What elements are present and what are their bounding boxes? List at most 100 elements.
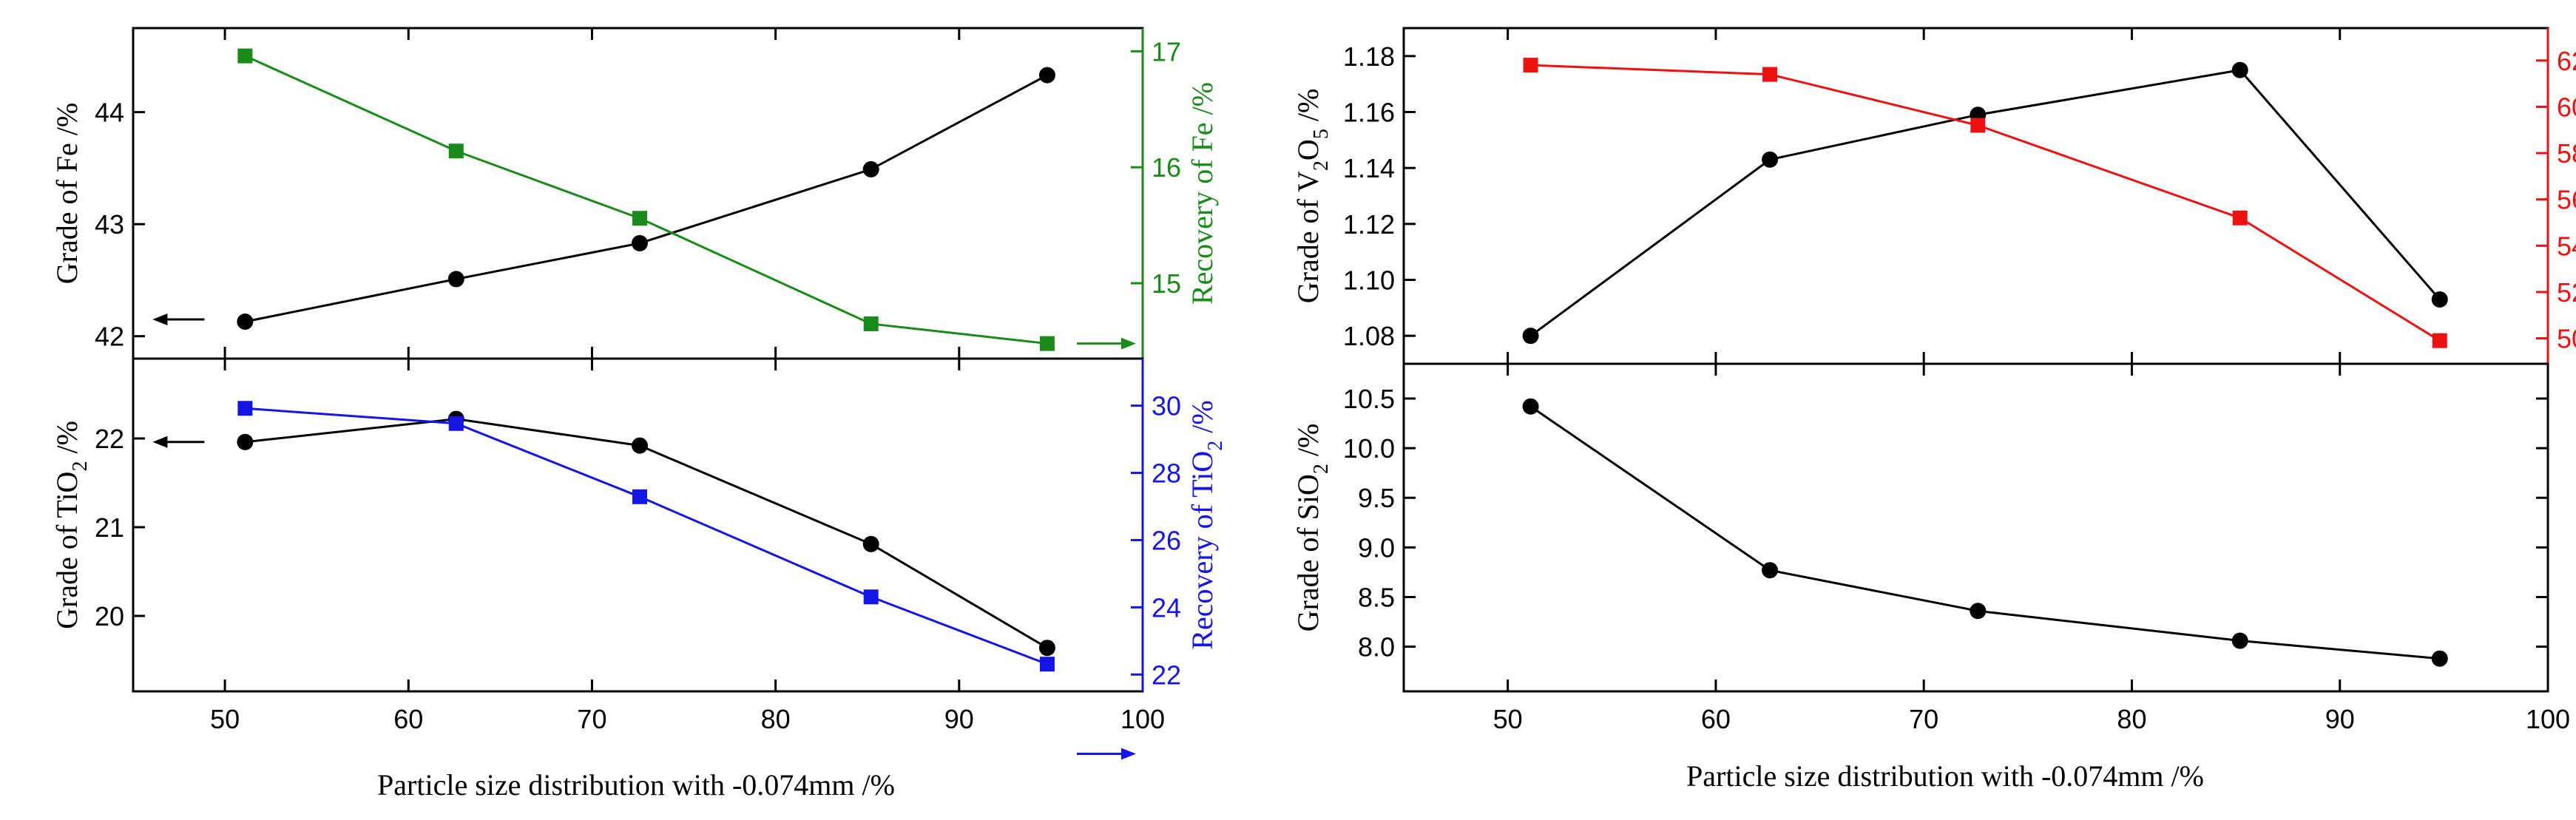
tio2-right-series-point — [632, 489, 647, 504]
fe-right-series-point — [237, 48, 253, 64]
v2o5-left-axis-label-part-0: Grade of V — [1291, 171, 1325, 303]
v2o5-left-axis-label-part-2: O — [1291, 139, 1325, 160]
v2o5-plot-frame — [1402, 27, 2549, 365]
tio2-left-tick-label: 21 — [95, 512, 124, 543]
fe-left-series-point — [862, 160, 879, 177]
fe-right-axis-arrowhead — [1120, 337, 1136, 350]
v2o5-left-axis-label-part-3: 5 — [1310, 129, 1333, 139]
fe-right-series-line — [244, 55, 1048, 345]
v2o5-right-tick-label: 58 — [2557, 138, 2576, 169]
tio2-x-tick-label: 80 — [761, 704, 791, 734]
v2o5-right-tick-label: 50 — [2557, 324, 2576, 354]
sio2-left-series-point — [1762, 562, 1779, 579]
tio2-left-series-point — [1038, 640, 1055, 657]
sio2-left-series-point — [1522, 398, 1539, 415]
sio2-x-tick-label: 60 — [1701, 704, 1731, 734]
tio2-right-tick-label: 22 — [1152, 660, 1181, 690]
sio2-chart-panel: 50 60 70 80 90 100 8.0 8.5 9.0 9.5 10.0 10.5 Grade o… — [1291, 362, 2570, 734]
tio2-left-tick-label: 22 — [95, 424, 124, 454]
v2o5-left-series-point — [1762, 151, 1779, 168]
tio2-left-series-point — [631, 437, 648, 454]
v2o5-left-tick-label: 1.10 — [1343, 265, 1395, 296]
sio2-left-axis-label-part-0: Grade of SiO — [1291, 474, 1325, 631]
fe-right-series-point — [1039, 336, 1055, 351]
tio2-right-series-point — [863, 589, 879, 605]
fe-left-tick-label: 42 — [95, 322, 124, 352]
fe-left-series-point — [631, 234, 648, 251]
v2o5-right-series-line — [1530, 64, 2441, 342]
tio2-x-tick-label: 60 — [393, 704, 423, 734]
fe-left-axis-arrowhead — [152, 313, 168, 325]
v2o5-right-tick-label: 54 — [2557, 231, 2576, 261]
fe-right-series-point — [632, 211, 647, 226]
tio2-right-axis-label-part-1: 2 — [1204, 441, 1227, 451]
fe-left-axis-label: Grade of Fe /% — [50, 103, 84, 284]
sio2-x-tick-label: 100 — [2526, 704, 2570, 734]
fe-right-tick-label: 17 — [1152, 36, 1181, 67]
tio2-right-series-point — [448, 416, 464, 431]
v2o5-left-series-point — [2231, 61, 2248, 78]
sio2-x-tick-label: 80 — [2117, 704, 2146, 734]
tio2-right-series-point — [237, 401, 253, 416]
fe-left-axis-label-part-0: Grade of Fe /% — [50, 103, 84, 284]
fe-left-tick-label: 44 — [95, 98, 124, 128]
sio2-left-series-line — [1529, 405, 2440, 660]
tio2-left-axis-label-part-1: 2 — [69, 461, 92, 472]
fe-right-axis-label: Recovery of Fe /% — [1186, 82, 1219, 305]
v2o5-right-series-point — [2232, 210, 2248, 226]
sio2-left-tick-label: 10.5 — [1343, 384, 1395, 414]
sio2-left-tick-label: 8.0 — [1358, 632, 1395, 663]
fe-right-axis-label-part-0: Recovery of Fe /% — [1186, 82, 1219, 305]
v2o5-left-series-point — [2431, 291, 2448, 308]
fe-left-series-point — [237, 313, 254, 330]
v2o5-right-tick-label: 56 — [2557, 185, 2576, 215]
fe-left-series-line — [245, 74, 1048, 323]
fe-right-tick-label: 16 — [1152, 152, 1181, 183]
tio2-left-axis-arrowhead — [152, 436, 168, 448]
sio2-left-tick-label: 10.0 — [1343, 433, 1395, 464]
sio2-plot-frame — [1402, 362, 2549, 693]
sio2-left-tick-label: 9.5 — [1358, 483, 1395, 513]
v2o5-left-series-point — [1522, 328, 1539, 345]
sio2-left-series-point — [2431, 650, 2448, 667]
tio2-right-axis-arrowhead — [1120, 748, 1136, 760]
fe-left-tick-label: 43 — [95, 209, 124, 240]
fe-plot-frame — [132, 27, 1144, 360]
tio2-right-tick-label: 24 — [1152, 592, 1181, 623]
sio2-left-tick-label: 8.5 — [1358, 582, 1395, 612]
v2o5-right-series-point — [1762, 67, 1778, 82]
tio2-left-series-line — [245, 418, 1048, 649]
sio2-left-axis-label: Grade of SiO2 /% — [1291, 424, 1333, 632]
v2o5-left-axis-label-part-4: /% — [1291, 89, 1325, 129]
tio2-left-series-point — [862, 535, 879, 552]
fe-right-tick-label: 15 — [1152, 268, 1181, 299]
tio2-right-axis-label: Recovery of TiO2 /% — [1186, 400, 1227, 649]
tio2-left-axis-label: Grade of TiO2 /% — [50, 421, 92, 629]
v2o5-right-series-point — [1970, 118, 1986, 133]
tio2-left-tick-label: 20 — [95, 601, 124, 631]
v2o5-right-tick-label: 60 — [2557, 92, 2576, 122]
right-x-axis-label: Particle size distribution with -0.074mm… — [1686, 759, 2204, 793]
tio2-plot-frame — [132, 357, 1144, 693]
tio2-right-tick-label: 26 — [1152, 525, 1181, 555]
tio2-right-axis-label-part-0: Recovery of TiO — [1186, 451, 1219, 650]
v2o5-right-tick-label: 52 — [2557, 277, 2576, 308]
fe-right-series-point — [863, 316, 879, 331]
sio2-left-series-point — [2231, 632, 2248, 649]
fe-left-series-point — [1038, 67, 1055, 84]
tio2-left-series-point — [237, 433, 254, 450]
v2o5-left-tick-label: 1.12 — [1343, 209, 1395, 240]
sio2-left-axis-label-part-2: /% — [1291, 424, 1325, 464]
fe-left-series-point — [447, 271, 464, 288]
v2o5-left-series-line — [1529, 69, 2441, 337]
tio2-left-axis-label-part-0: Grade of TiO — [50, 472, 84, 629]
tio2-right-tick-label: 28 — [1152, 458, 1181, 489]
v2o5-left-tick-label: 1.08 — [1343, 321, 1395, 351]
sio2-left-series-point — [1970, 603, 1987, 620]
tio2-right-tick-label: 30 — [1152, 391, 1181, 421]
sio2-x-tick-label: 50 — [1493, 704, 1523, 734]
tio2-x-tick-label: 70 — [577, 704, 606, 734]
v2o5-right-series-point — [2432, 333, 2447, 348]
